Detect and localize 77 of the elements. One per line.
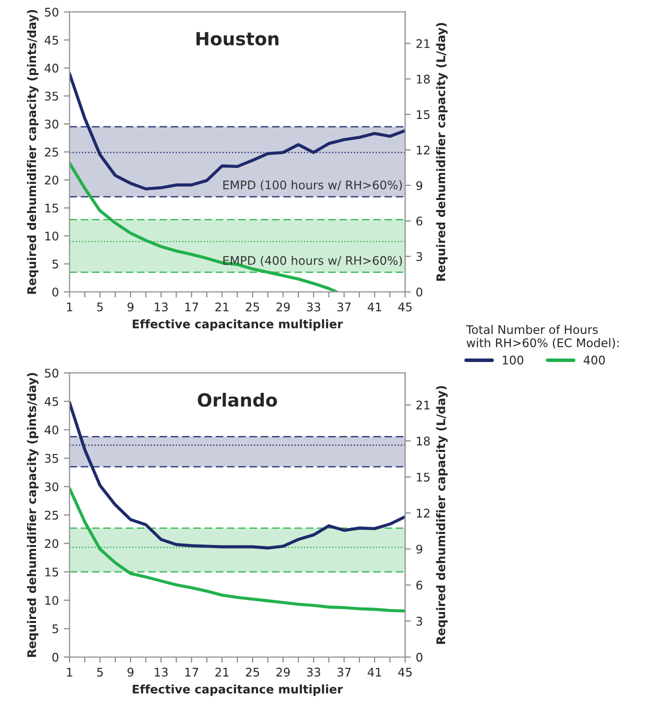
x-tick-label: 33: [306, 668, 320, 677]
y-tick-label: 50: [44, 368, 58, 378]
x-tick-label: 17: [185, 302, 198, 312]
y-tick-label: 5: [52, 624, 58, 634]
y-tick-label: 50: [44, 8, 58, 17]
x-tick-label: 1: [67, 302, 72, 312]
y-tick-label: 40: [44, 425, 58, 434]
y-tick-label: 0: [52, 288, 58, 297]
x-tick-label: 13: [154, 668, 168, 677]
y2-tick-label: 6: [416, 216, 422, 226]
x-tick-label: 21: [215, 668, 228, 676]
y2-tick-label: 9: [416, 544, 422, 554]
x-tick-label: 29: [276, 668, 290, 677]
y2-tick-label: 12: [416, 146, 430, 154]
x-tick-label: 5: [97, 668, 103, 677]
y2-tick-label: 3: [416, 616, 422, 626]
y-tick-label: 15: [45, 568, 58, 576]
x-tick-label: 33: [306, 302, 320, 312]
y2-axis-title: Required dehumidifier capacity (L/day): [436, 23, 448, 281]
x-tick-label: 5: [97, 302, 103, 312]
y-tick-label: 10: [45, 596, 58, 605]
x-tick-label: 41: [368, 668, 382, 676]
y-tick-label: 5: [52, 260, 58, 269]
x-tick-label: 1: [67, 668, 72, 676]
y2-tick-label: 3: [416, 252, 422, 262]
x-tick-label: 37: [338, 668, 351, 677]
y2-tick-label: 0: [416, 288, 422, 297]
y2-tick-label: 0: [416, 652, 422, 662]
y-tick-label: 35: [44, 454, 58, 463]
y2-axis-title: Required dehumidifier capacity (L/day): [436, 386, 448, 644]
line-series: [70, 72, 406, 190]
line-series: [70, 486, 406, 613]
x-tick-label: 45: [398, 668, 412, 677]
y-tick-label: 30: [44, 482, 58, 492]
x-axis-title: Effective capacitance multiplier: [132, 319, 343, 331]
y2-tick-label: 9: [416, 181, 422, 190]
y-tick-label: 40: [44, 64, 58, 73]
y2-tick-label: 18: [416, 74, 430, 84]
legend-label: 400: [584, 356, 605, 365]
x-tick-label: 45: [398, 302, 412, 312]
band-label: EMPD (400 hours w/ RH>60%): [223, 256, 402, 266]
y-tick-label: 20: [44, 176, 58, 185]
y-tick-label: 25: [44, 148, 58, 157]
x-tick-label: 17: [185, 668, 198, 676]
y-tick-label: 25: [44, 510, 58, 520]
y2-tick-label: 15: [416, 472, 430, 482]
legend-title: Total Number of Hours with RH>60% (EC Model):: [466, 324, 619, 349]
y2-tick-label: 21: [416, 400, 430, 410]
y-tick-label: 45: [44, 36, 58, 45]
x-tick-label: 41: [368, 302, 382, 312]
y-tick-label: 45: [44, 397, 58, 406]
x-tick-label: 25: [246, 302, 260, 312]
x-tick-label: 9: [128, 668, 134, 677]
x-tick-label: 37: [338, 302, 351, 312]
y2-tick-label: 15: [416, 110, 430, 120]
x-tick-label: 21: [215, 302, 228, 312]
y-tick-label: 20: [44, 539, 58, 548]
y-tick-label: 0: [52, 652, 58, 662]
y2-tick-label: 18: [416, 436, 430, 446]
x-axis-title: Effective capacitance multiplier: [132, 684, 343, 696]
band-label: EMPD (100 hours w/ RH>60%): [223, 180, 402, 191]
y-tick-label: 30: [44, 120, 58, 129]
text: Orlando: [198, 392, 277, 407]
x-tick-label: 9: [128, 302, 134, 312]
y2-tick-label: 21: [416, 39, 430, 48]
y-tick-label: 35: [44, 92, 58, 101]
text: Houston: [196, 32, 278, 46]
y-axis-title: Required dehumidifier capacity (pints/day): [26, 373, 39, 657]
y2-tick-label: 12: [416, 508, 430, 518]
y-axis-title: Required dehumidifier capacity (pints/day): [26, 10, 39, 294]
x-tick-label: 13: [154, 302, 168, 312]
x-tick-label: 29: [276, 302, 290, 312]
legend-label: 100: [502, 356, 524, 365]
y-tick-label: 10: [45, 232, 58, 241]
y2-tick-label: 6: [416, 580, 422, 590]
x-tick-label: 25: [246, 668, 260, 677]
y-tick-label: 15: [45, 204, 58, 213]
